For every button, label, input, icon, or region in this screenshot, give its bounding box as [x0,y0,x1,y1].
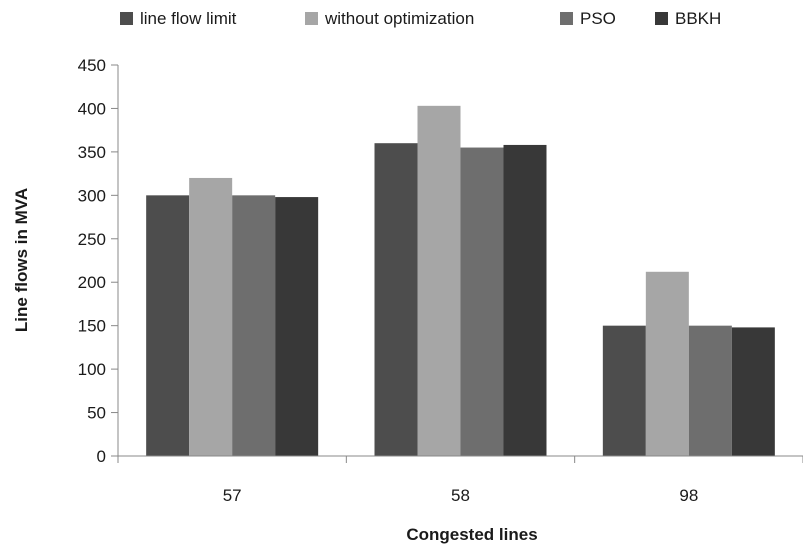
y-tick-label: 300 [78,186,106,205]
x-tick-label: 58 [451,486,470,505]
y-tick-label: 450 [78,56,106,75]
bar-pso-58 [460,147,504,457]
y-tick-label: 50 [87,404,106,423]
bar-line-flow-limit-58 [374,143,418,456]
y-tick-label: 150 [78,317,106,336]
bar-bbkh-98 [731,327,775,456]
bar-without-optimization-58 [417,105,461,457]
bar-pso-98 [688,325,732,456]
bar-line-flow-limit-57 [146,195,190,457]
y-tick-label: 200 [78,273,106,292]
legend-label: line flow limit [140,9,237,28]
legend-label: PSO [580,9,616,28]
x-axis-title: Congested lines [406,525,537,544]
bar-line-flow-limit-98 [602,325,646,456]
legend-swatch [120,12,133,25]
x-tick-label: 98 [679,486,698,505]
bar-without-optimization-98 [645,271,689,456]
y-tick-label: 250 [78,230,106,249]
legend-swatch [655,12,668,25]
y-tick-label: 350 [78,143,106,162]
x-axis: 57 58 98 [117,455,803,505]
y-tick-label: 400 [78,99,106,118]
bars [146,105,775,457]
legend-swatch [560,12,573,25]
legend-swatch [305,12,318,25]
y-tick-label: 100 [78,360,106,379]
y-axis: 0 50 100 150 200 250 300 350 400 450 [78,56,119,466]
x-tick-label: 57 [223,486,242,505]
y-tick-label: 0 [97,447,106,466]
legend-label: without optimization [324,9,474,28]
bar-pso-57 [232,195,276,457]
legend: line flow limit without optimization PSO BB… [120,9,721,28]
legend-label: BBKH [675,9,721,28]
bar-bbkh-58 [503,144,547,456]
y-axis-title: Line flows in MVA [12,188,31,332]
bar-without-optimization-57 [189,177,233,456]
bar-bbkh-57 [275,197,319,456]
